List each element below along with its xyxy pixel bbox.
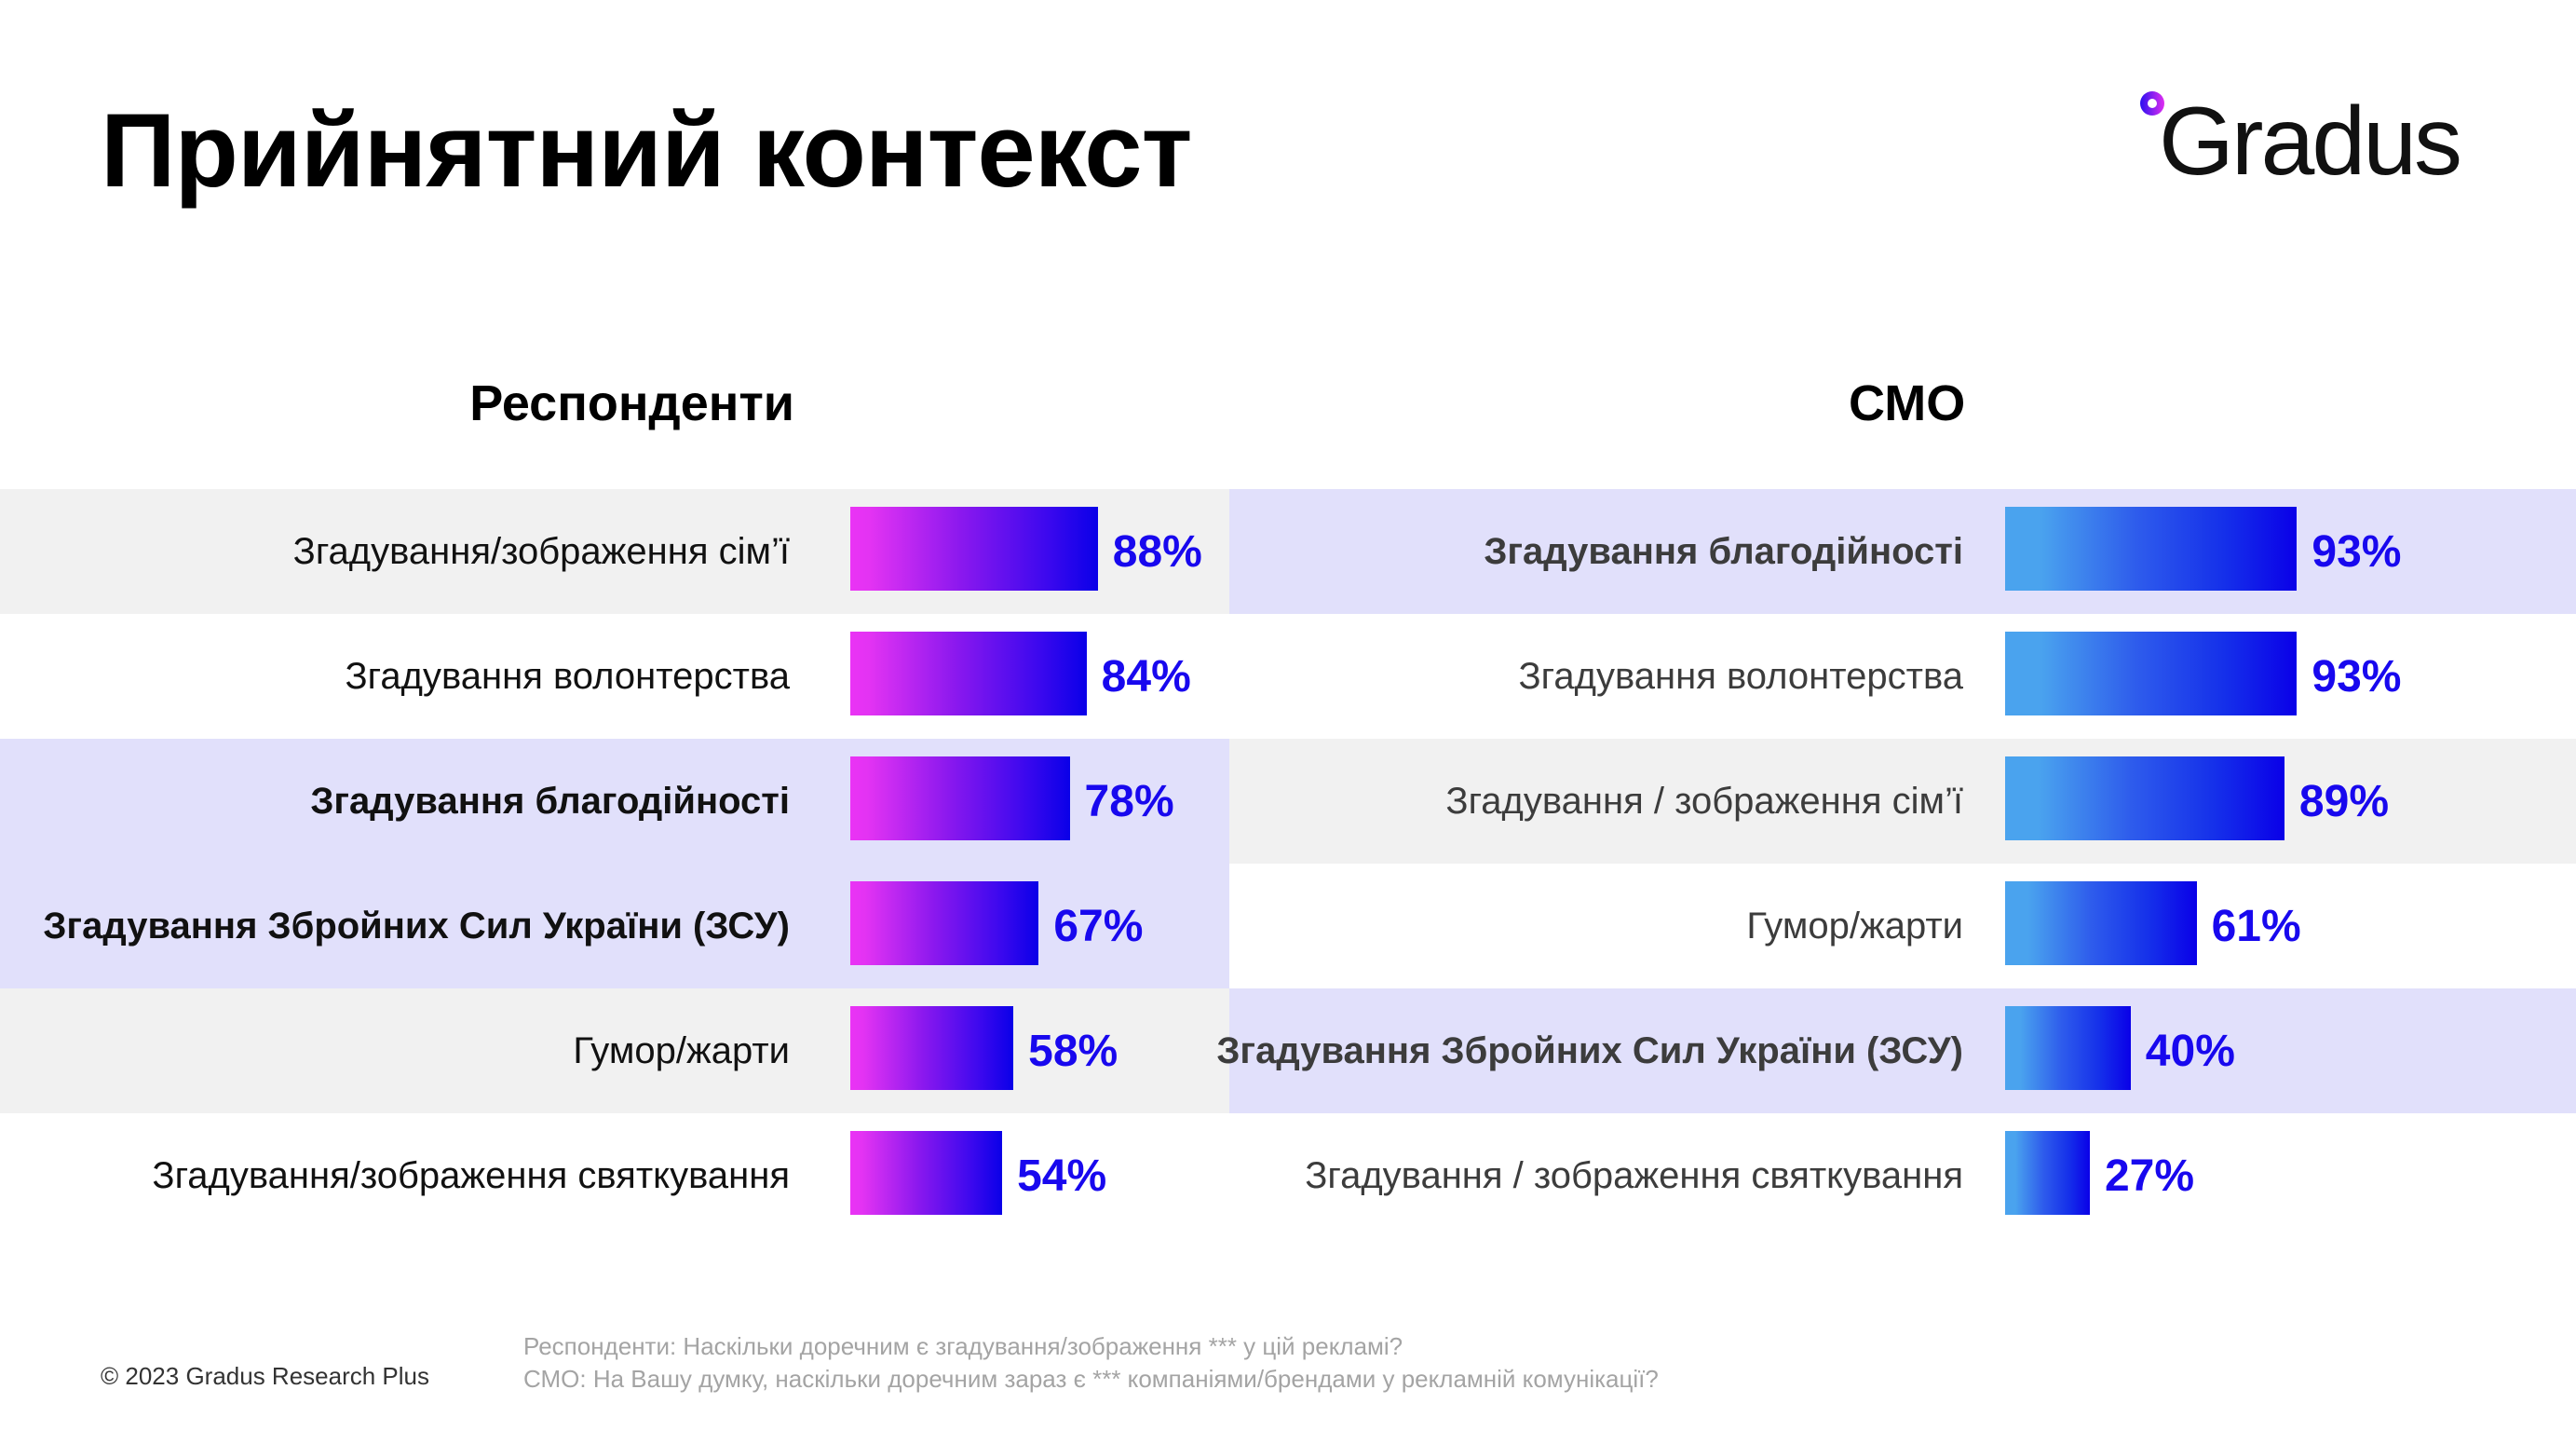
- respondents-value-label: 54%: [1017, 1151, 1107, 1201]
- cmo-value-label: 40%: [2145, 1026, 2235, 1076]
- footnote-respondents: Респонденти: Наскільки доречним є згадув…: [523, 1332, 1403, 1360]
- respondents-category-label: Згадування волонтерства: [345, 655, 790, 697]
- respondents-row: Згадування/зображення святкування 54%: [0, 1113, 1229, 1238]
- cmo-bar: [2005, 507, 2298, 591]
- cmo-chart-title: СМО: [1849, 375, 1966, 431]
- footnote-cmo: СМО: На Вашу думку, наскільки доречним з…: [523, 1365, 1659, 1393]
- gradus-logo: Gradus: [2138, 89, 2501, 201]
- respondents-bar: [850, 1131, 1003, 1215]
- respondents-bar: [850, 632, 1087, 715]
- logo-text: Gradus: [2159, 88, 2462, 196]
- cmo-bar: [2005, 881, 2197, 965]
- respondents-value-label: 88%: [1112, 526, 1202, 577]
- cmo-value-label: 93%: [2312, 651, 2402, 702]
- cmo-row: Згадування Збройних Сил України (ЗСУ) 40%: [1216, 988, 2576, 1113]
- respondents-bar: [850, 1006, 1014, 1090]
- respondents-category-label: Згадування/зображення святкування: [152, 1154, 790, 1196]
- cmo-value-label: 89%: [2298, 776, 2389, 826]
- cmo-category-label: Згадування волонтерства: [1518, 655, 1963, 697]
- footnotes: Респонденти: Наскільки доречним є згадув…: [523, 1330, 1659, 1396]
- cmo-bar: [2005, 632, 2298, 715]
- respondents-bar: [850, 507, 1098, 591]
- respondents-bar: [850, 881, 1039, 965]
- respondents-row: Згадування Збройних Сил України (ЗСУ) 67%: [0, 864, 1229, 988]
- respondents-category-label: Згадування/зображення сім’ї: [292, 530, 790, 572]
- cmo-category-label: Згадування / зображення сім’ї: [1445, 780, 1963, 822]
- cmo-chart: СМО Згадування благодійності 93% Згадуванн…: [1216, 0, 2576, 1444]
- cmo-bar: [2005, 1006, 2131, 1090]
- cmo-category-label: Згадування благодійності: [1484, 530, 1963, 572]
- respondents-value-label: 78%: [1084, 776, 1174, 826]
- respondents-bar: [850, 756, 1070, 840]
- respondents-value-label: 67%: [1053, 901, 1144, 951]
- cmo-value-label: 27%: [2104, 1151, 2195, 1201]
- respondents-category-label: Згадування благодійності: [310, 780, 790, 822]
- respondents-value-label: 58%: [1028, 1026, 1119, 1076]
- respondents-chart: Респонденти Згадування/зображення сім’ї 8…: [0, 0, 1229, 1444]
- copyright: © 2023 Gradus Research Plus: [101, 1362, 430, 1390]
- cmo-row: Згадування / зображення святкування 27%: [1229, 1113, 2576, 1238]
- cmo-row: Згадування благодійності 93%: [1229, 489, 2576, 614]
- respondents-row: Згадування/зображення сім’ї 88%: [0, 489, 1229, 614]
- cmo-bar: [2005, 756, 2285, 840]
- respondents-category-label: Гумор/жарти: [573, 1029, 790, 1071]
- cmo-value-label: 61%: [2211, 901, 2301, 951]
- cmo-bar: [2005, 1131, 2090, 1215]
- respondents-row: Гумор/жарти 58%: [0, 988, 1229, 1113]
- page-title: Прийнятний контекст: [101, 92, 1192, 209]
- respondents-chart-title: Респонденти: [469, 375, 794, 431]
- cmo-category-label: Згадування / зображення святкування: [1305, 1154, 1963, 1196]
- cmo-value-label: 93%: [2312, 526, 2402, 577]
- cmo-category-label: Згадування Збройних Сил України (ЗСУ): [1216, 1029, 1963, 1071]
- respondents-row: Згадування волонтерства 84%: [0, 614, 1229, 739]
- respondents-value-label: 84%: [1101, 651, 1191, 702]
- respondents-category-label: Згадування Збройних Сил України (ЗСУ): [43, 905, 790, 947]
- cmo-category-label: Гумор/жарти: [1746, 905, 1963, 947]
- cmo-row: Згадування волонтерства 93%: [1229, 614, 2576, 739]
- logo-ring-icon: [2140, 91, 2164, 116]
- respondents-row: Згадування благодійності 78%: [0, 739, 1229, 864]
- cmo-row: Гумор/жарти 61%: [1229, 864, 2576, 988]
- cmo-row: Згадування / зображення сім’ї 89%: [1229, 739, 2576, 864]
